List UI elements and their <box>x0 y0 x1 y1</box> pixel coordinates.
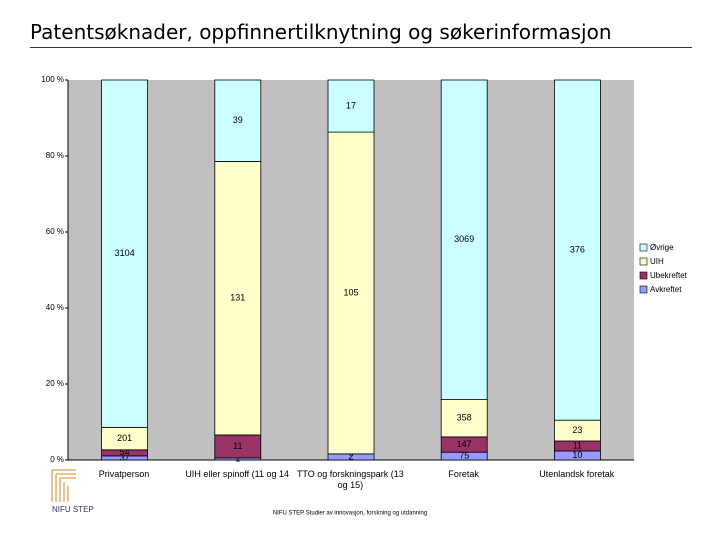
bar-segment <box>440 79 488 400</box>
data-label: 131 <box>230 293 245 303</box>
legend-swatch <box>639 243 648 252</box>
bar-segment <box>440 399 488 438</box>
data-label: 17 <box>346 100 356 110</box>
data-label: 11 <box>573 440 582 450</box>
legend-label: Øvrige <box>650 243 674 252</box>
data-label: 75 <box>459 450 469 460</box>
legend-swatch <box>639 271 648 280</box>
y-tick-label: 80 % <box>46 151 64 160</box>
logo: NIFU STEP <box>52 505 94 514</box>
data-label: 39 <box>233 115 243 125</box>
y-tick-label: 100 % <box>41 75 64 84</box>
x-tick-label: UIH eller spinoff (11 og 14 <box>185 469 290 479</box>
footer: NIFU STEP Studier av innovasjon, forskni… <box>273 511 427 517</box>
bar-segment <box>214 79 262 162</box>
bar-segment <box>554 79 601 421</box>
title-rule <box>30 47 692 48</box>
y-tick-label: 60 % <box>46 227 64 236</box>
legend-label: Ubekreftet <box>650 271 688 280</box>
legend-swatch <box>639 285 648 294</box>
data-label: 1 <box>235 453 240 463</box>
bar-segment <box>101 79 148 428</box>
data-label: 10 <box>572 450 582 460</box>
data-label: 11 <box>233 441 242 451</box>
y-tick-label: 20 % <box>46 379 64 388</box>
data-label: 3104 <box>115 248 135 258</box>
x-tick-label: TTO og forskningspark (13 og 15) <box>296 469 404 490</box>
data-label: 54 <box>120 447 130 457</box>
data-label: 23 <box>572 425 582 435</box>
bar-segment <box>327 131 375 455</box>
x-tick-label: Privatperson <box>98 469 150 479</box>
data-label: 2 <box>348 451 353 461</box>
x-tick-label: Foretak <box>448 469 479 479</box>
data-label: 37 <box>120 452 130 462</box>
legend-swatch <box>639 257 648 266</box>
x-tick-label: Utenlandsk foretak <box>539 469 615 479</box>
legend-label: UIH <box>650 257 664 266</box>
data-label: 105 <box>343 287 358 297</box>
bar-segment <box>214 161 262 436</box>
data-label: 147 <box>457 439 472 449</box>
legend-label: Avkreftet <box>650 285 682 294</box>
y-tick-label: 0 % <box>50 455 64 464</box>
logo-lines <box>51 469 76 502</box>
legend-box <box>638 240 702 300</box>
data-label: 358 <box>457 413 472 423</box>
y-tick-label: 40 % <box>46 303 64 312</box>
data-label: 201 <box>117 433 132 443</box>
data-label: 376 <box>570 244 585 254</box>
bar-segment <box>327 79 375 133</box>
slide-title: Patentsøknader, oppfinnertilknytning og … <box>30 20 612 44</box>
data-label: 3069 <box>454 234 474 244</box>
